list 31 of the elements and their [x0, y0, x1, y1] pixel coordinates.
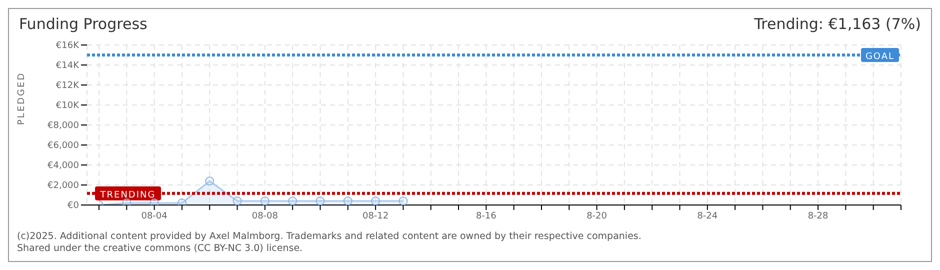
- point: [343, 196, 352, 205]
- y-tick-label: €12K: [56, 81, 80, 92]
- point: [288, 196, 298, 205]
- y-tick-label: €6,000: [48, 141, 80, 152]
- text: Shared under the creative commons (CC BY-NC 3.0) license.: [17, 243, 304, 255]
- point: [371, 196, 380, 205]
- x-tick-label: 8-24: [697, 211, 718, 222]
- x-tick-label: 08-12: [362, 211, 389, 222]
- text: (c)2025. Additional content provided by Axel Malmborg. Trademarks and related content are owned by their respective companies.: [17, 231, 642, 243]
- ref-line-label: GOAL: [865, 52, 895, 62]
- chart-title: Funding Progress: [19, 15, 148, 35]
- y-tick-label: €14K: [56, 61, 80, 72]
- y-tick-label: €4,000: [48, 161, 80, 172]
- x-tick-label: 8-20: [586, 211, 608, 222]
- point: [205, 176, 214, 186]
- chart-subtitle: Trending: €1,163 (7%): [754, 15, 921, 35]
- point: [260, 196, 270, 205]
- x-tick-label: 08-08: [252, 211, 278, 222]
- point: [316, 196, 325, 205]
- y-axis-title: PLEDGED: [17, 72, 28, 125]
- ref-line-label: TRENDING: [99, 190, 156, 200]
- point: [232, 196, 242, 205]
- y-tick-label: €0: [68, 201, 80, 212]
- y-tick-label: €16K: [56, 41, 80, 52]
- point: [398, 196, 408, 205]
- y-tick-label: €8,000: [48, 121, 80, 132]
- x-tick-label: 8-16: [476, 211, 497, 222]
- y-tick-label: €2,000: [48, 181, 80, 192]
- y-tick-label: €10K: [56, 101, 80, 112]
- x-tick-label: 8-28: [808, 211, 829, 222]
- x-tick-label: 08-04: [141, 211, 168, 222]
